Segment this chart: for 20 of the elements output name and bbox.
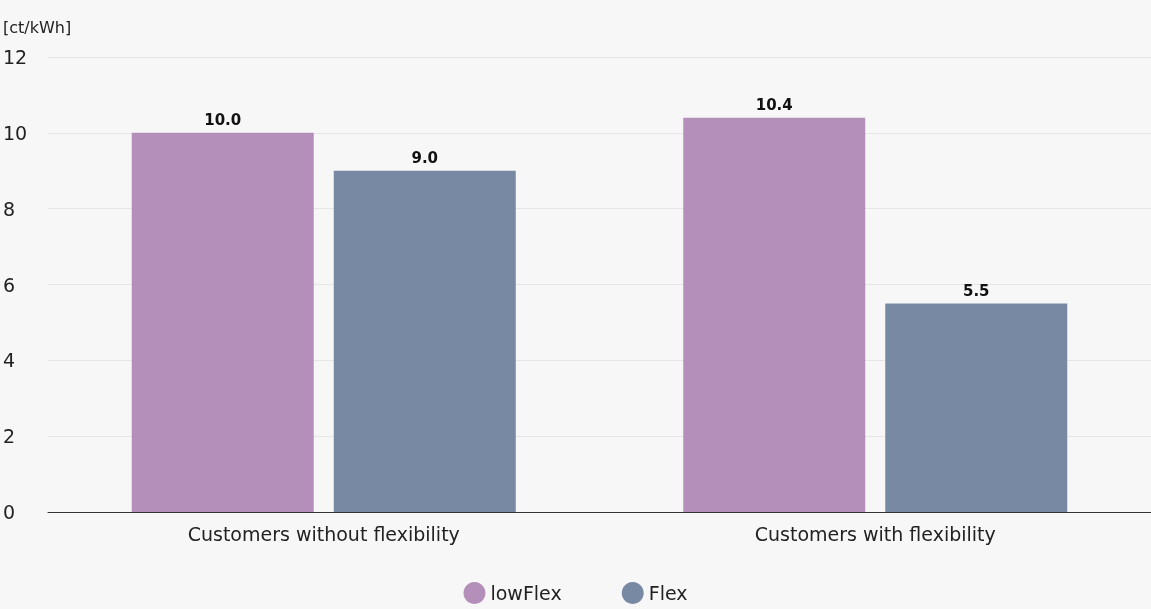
y-tick-label: 2 [3,425,16,448]
y-tick-label: 8 [3,197,16,220]
y-tick-label: 10 [3,121,28,144]
legend-label: lowFlex [490,582,562,604]
x-tick-label: Customers with flexibility [754,522,996,545]
bar [333,170,516,512]
bar [683,117,866,512]
y-tick-label: 12 [3,46,28,68]
y-tick-label: 4 [3,349,16,372]
y-axis-title: [ct/kWh] [3,17,72,37]
x-tick-label: Customers without flexibility [187,522,460,545]
data-label: 9.0 [411,149,439,168]
data-label: 10.4 [755,96,793,115]
y-tick-label: 6 [3,273,16,296]
bar [885,303,1068,512]
legend-label: Flex [648,582,688,604]
bar [131,132,314,512]
data-label: 10.0 [204,111,242,130]
data-label: 5.5 [962,281,990,300]
y-tick-label: 0 [3,501,16,523]
